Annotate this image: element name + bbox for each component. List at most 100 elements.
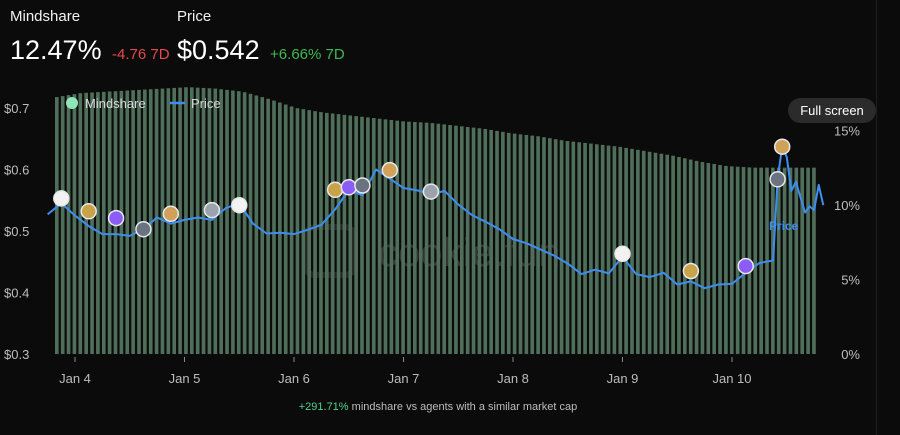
mindshare-bar: [577, 142, 581, 354]
mindshare-bar: [753, 167, 758, 354]
mindshare-bar: [812, 167, 816, 354]
mindshare-bar: [647, 151, 652, 354]
footnote: +291.71% mindshare vs agents with a simi…: [0, 401, 876, 413]
mindshare-bar: [788, 167, 793, 354]
x-axis-tick: Jan 4: [59, 371, 91, 386]
mindshare-bar: [101, 91, 106, 354]
mindshare-bar: [66, 95, 71, 354]
mindshare-bar: [60, 96, 65, 354]
mindshare-bar: [506, 132, 511, 354]
mindshare-bar: [418, 122, 423, 354]
x-axis-tick: Jan 5: [169, 371, 201, 386]
mindshare-bar: [131, 90, 135, 354]
price-stat: Price $0.542 +6.66% 7D: [177, 8, 345, 66]
mindshare-bar: [477, 128, 482, 354]
mindshare-bar: [377, 118, 382, 354]
mindshare-bar: [407, 121, 411, 354]
mindshare-bar: [454, 125, 458, 355]
event-avatar-marker: [53, 190, 70, 207]
event-avatar-marker: [769, 171, 786, 188]
event-avatar-marker: [354, 177, 371, 194]
mindshare-legend-marker: [66, 97, 78, 109]
footnote-text: mindshare vs agents with a similar marke…: [348, 401, 578, 413]
mindshare-bar: [694, 160, 699, 354]
event-avatar-marker: [162, 205, 180, 223]
mindshare-bar: [366, 117, 370, 354]
mindshare-bar: [219, 89, 223, 354]
left-axis-tick: $0.7: [4, 101, 29, 116]
mindshare-bar: [336, 114, 341, 354]
mindshare-bar: [313, 111, 317, 354]
mindshare-bar: [319, 112, 323, 354]
mindshare-bar: [583, 142, 587, 354]
x-axis-tick: Jan 7: [388, 371, 420, 386]
mindshare-bar: [565, 141, 570, 354]
mindshare-value: 12.47%: [10, 35, 102, 65]
mindshare-bar: [495, 130, 499, 354]
right-axis-tick: 5%: [841, 273, 860, 288]
price-legend-label: Price: [191, 96, 221, 111]
mindshare-bar: [189, 87, 194, 354]
mindshare-bar: [207, 88, 212, 354]
mindshare-stat: Mindshare 12.47% -4.76 7D: [10, 8, 170, 66]
mindshare-bar: [600, 144, 605, 354]
mindshare-bar: [195, 87, 200, 354]
event-avatar-marker: [80, 203, 97, 220]
mindshare-bar: [594, 144, 599, 354]
mindshare-bar: [389, 120, 394, 355]
mindshare-bar: [254, 95, 259, 354]
mindshare-bar: [371, 118, 376, 354]
mindshare-bar: [483, 128, 488, 354]
mindshare-bar: [683, 158, 687, 354]
mindshare-bar: [553, 139, 558, 354]
mindshare-bar: [348, 115, 353, 354]
mindshare-bar: [395, 120, 400, 354]
mindshare-bar: [424, 122, 429, 354]
mindshare-bar: [248, 93, 253, 354]
mindshare-bar: [700, 162, 705, 354]
panel-right-edge: [876, 0, 877, 435]
x-axis-tick: Jan 6: [278, 371, 310, 386]
mindshare-bar: [806, 167, 810, 354]
x-axis-tick: Jan 10: [712, 371, 751, 386]
left-axis-tick: $0.6: [4, 163, 29, 178]
event-avatar-marker: [381, 161, 399, 179]
mindshare-bar: [289, 106, 294, 354]
mindshare-bar: [641, 150, 646, 354]
mindshare-bar: [242, 92, 247, 354]
x-axis-tick: Jan 9: [607, 371, 639, 386]
mindshare-bar: [225, 89, 229, 355]
left-axis-tick: $0.3: [4, 347, 29, 362]
mindshare-bar: [712, 164, 716, 354]
left-axis-tick: $0.5: [4, 224, 29, 239]
mindshare-bar: [430, 123, 435, 354]
mindshare-bar: [295, 108, 300, 354]
mindshare-bar: [665, 154, 670, 354]
event-avatar-marker: [107, 209, 125, 227]
mindshare-bar: [448, 125, 452, 354]
mindshare-bar: [236, 91, 241, 354]
full-screen-button[interactable]: Full screen: [788, 98, 876, 123]
mindshare-bar: [154, 88, 159, 355]
mindshare-bar: [137, 89, 141, 355]
mindshare-bar: [201, 87, 206, 355]
mindshare-bar: [360, 116, 364, 355]
event-avatar-marker: [422, 183, 440, 200]
mindshare-bar: [489, 129, 493, 354]
mindshare-bar: [724, 165, 728, 354]
mindshare-legend-label: Mindshare: [85, 96, 146, 111]
x-axis-tick: Jan 8: [497, 371, 529, 386]
mindshare-bar: [383, 119, 388, 355]
mindshare-bar: [90, 92, 94, 354]
mindshare-bar: [512, 133, 517, 354]
mindshare-bar: [125, 90, 130, 355]
right-axis-tick: 0%: [841, 347, 860, 362]
event-avatar-marker: [737, 257, 754, 275]
mindshare-bar: [794, 167, 799, 354]
mindshare-bar: [413, 122, 417, 355]
mindshare-bar: [659, 153, 664, 354]
mindshare-bar: [718, 164, 722, 354]
left-axis-tick: $0.4: [4, 286, 29, 301]
mindshare-bar: [677, 156, 681, 354]
mindshare-bar: [160, 88, 165, 354]
